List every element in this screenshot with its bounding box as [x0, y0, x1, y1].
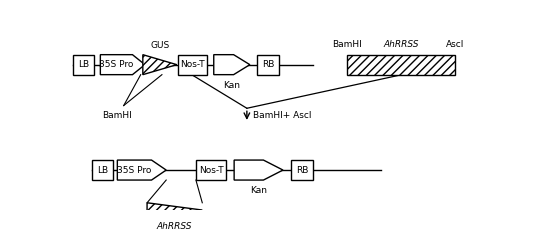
Text: LB: LB: [78, 60, 89, 69]
Text: LB: LB: [97, 166, 108, 175]
Text: AhRRSS: AhRRSS: [383, 40, 419, 49]
FancyBboxPatch shape: [73, 55, 94, 75]
Text: AhRRSS: AhRRSS: [157, 222, 192, 231]
Text: 35S Pro: 35S Pro: [117, 166, 152, 175]
Polygon shape: [117, 160, 166, 180]
FancyBboxPatch shape: [196, 160, 226, 180]
Text: RB: RB: [262, 60, 275, 69]
FancyBboxPatch shape: [258, 55, 279, 75]
Text: BamHI+ AscI: BamHI+ AscI: [253, 111, 312, 120]
FancyBboxPatch shape: [178, 55, 207, 75]
Text: Kan: Kan: [250, 186, 267, 195]
Text: BamHI: BamHI: [332, 40, 362, 49]
FancyBboxPatch shape: [347, 55, 455, 75]
Text: Nos-T: Nos-T: [180, 60, 205, 69]
Text: Kan: Kan: [223, 81, 240, 90]
Polygon shape: [100, 55, 145, 75]
Text: GUS: GUS: [150, 41, 169, 50]
Text: 35S Pro: 35S Pro: [99, 60, 134, 69]
Text: BamHI: BamHI: [102, 111, 132, 120]
Text: AscI: AscI: [446, 40, 464, 49]
Text: RB: RB: [296, 166, 309, 175]
Polygon shape: [147, 203, 202, 217]
Polygon shape: [214, 55, 250, 75]
Polygon shape: [143, 55, 177, 75]
Text: Nos-T: Nos-T: [199, 166, 224, 175]
Polygon shape: [234, 160, 283, 180]
FancyBboxPatch shape: [92, 160, 113, 180]
FancyBboxPatch shape: [292, 160, 313, 180]
